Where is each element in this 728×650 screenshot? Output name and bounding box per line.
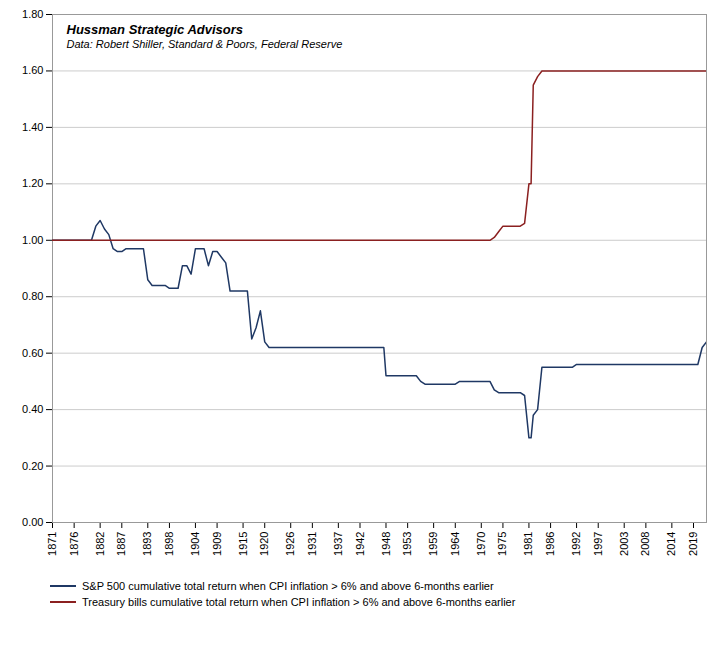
svg-text:1981: 1981 xyxy=(522,532,534,556)
svg-text:2008: 2008 xyxy=(639,532,651,556)
svg-text:1.60: 1.60 xyxy=(22,64,43,76)
svg-text:0.60: 0.60 xyxy=(22,347,43,359)
svg-text:1.80: 1.80 xyxy=(22,8,43,20)
html-text:S&P 500 cumulative total retur: S&P 500 cumulative total return when CPI… xyxy=(82,580,494,592)
svg-text:1937: 1937 xyxy=(332,532,344,556)
svg-text:1.40: 1.40 xyxy=(22,121,43,133)
svg-text:0.80: 0.80 xyxy=(22,290,43,302)
svg-text:1986: 1986 xyxy=(544,532,556,556)
svg-text:Hussman Strategic Advisors: Hussman Strategic Advisors xyxy=(67,22,244,37)
svg-text:1882: 1882 xyxy=(94,532,106,556)
svg-text:1887: 1887 xyxy=(115,532,127,556)
svg-text:1970: 1970 xyxy=(475,532,487,556)
svg-text:1.00: 1.00 xyxy=(22,234,43,246)
svg-text:1992: 1992 xyxy=(570,532,582,556)
svg-text:1959: 1959 xyxy=(427,532,439,556)
svg-text:1876: 1876 xyxy=(68,532,80,556)
svg-text:0.40: 0.40 xyxy=(22,403,43,415)
svg-text:0.20: 0.20 xyxy=(22,460,43,472)
svg-text:1904: 1904 xyxy=(189,532,201,556)
svg-text:1964: 1964 xyxy=(449,532,461,556)
svg-text:1953: 1953 xyxy=(401,532,413,556)
svg-text:1920: 1920 xyxy=(258,532,270,556)
svg-text:1.20: 1.20 xyxy=(22,177,43,189)
svg-text:1942: 1942 xyxy=(354,532,366,556)
svg-text:0.00: 0.00 xyxy=(22,516,43,528)
svg-text:1909: 1909 xyxy=(211,532,223,556)
svg-text:Data: Robert Shiller, Standard: Data: Robert Shiller, Standard & Poors, … xyxy=(67,38,343,50)
svg-text:1926: 1926 xyxy=(284,532,296,556)
svg-text:1893: 1893 xyxy=(141,532,153,556)
svg-text:2003: 2003 xyxy=(618,532,630,556)
svg-text:1871: 1871 xyxy=(46,532,58,556)
html-text:Treasury bills cumulative tota: Treasury bills cumulative total return w… xyxy=(82,596,516,608)
svg-text:1948: 1948 xyxy=(380,532,392,556)
svg-text:2019: 2019 xyxy=(687,532,699,556)
svg-text:1975: 1975 xyxy=(496,532,508,556)
svg-text:2014: 2014 xyxy=(665,532,677,556)
svg-text:1915: 1915 xyxy=(237,532,249,556)
svg-text:1898: 1898 xyxy=(163,532,175,556)
svg-text:1997: 1997 xyxy=(592,532,604,556)
svg-text:1931: 1931 xyxy=(306,532,318,556)
